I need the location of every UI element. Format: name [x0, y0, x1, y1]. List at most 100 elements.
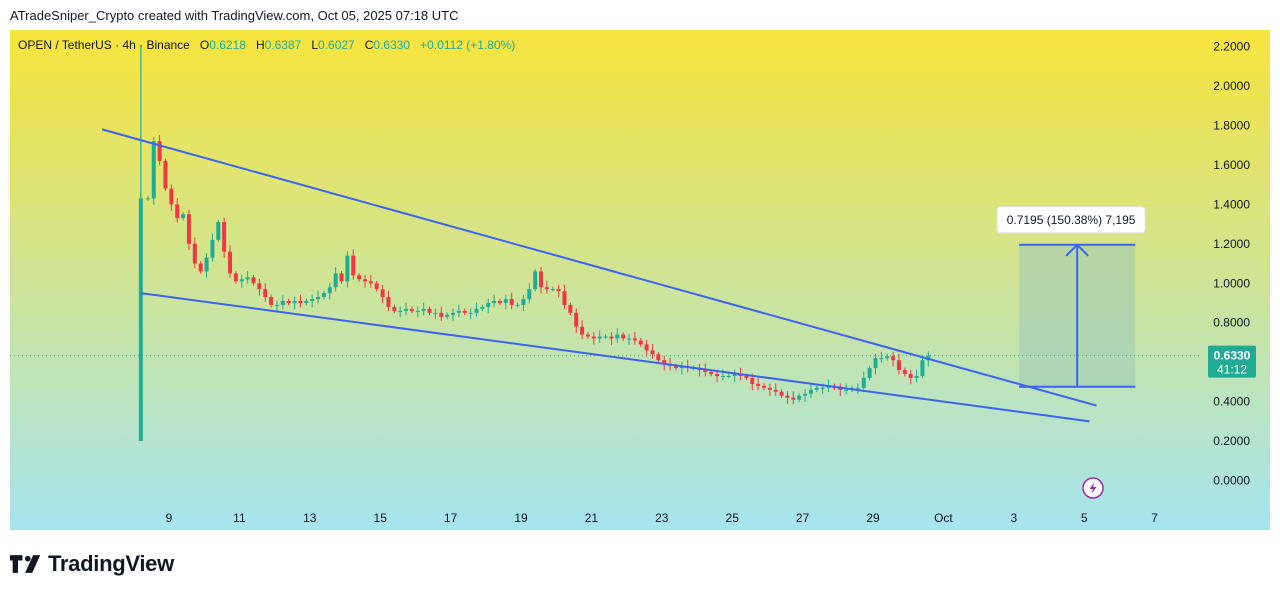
candle-body[interactable] — [157, 141, 162, 161]
candle-body[interactable] — [503, 299, 508, 303]
candle-body[interactable] — [896, 360, 901, 371]
candle-body[interactable] — [480, 306, 485, 309]
candle-body[interactable] — [298, 301, 303, 303]
candle-body[interactable] — [509, 299, 514, 305]
candle-body[interactable] — [556, 289, 561, 292]
candle-body[interactable] — [574, 312, 579, 327]
candle-body[interactable] — [867, 368, 872, 378]
candle-body[interactable] — [451, 312, 456, 315]
candle-body[interactable] — [151, 141, 156, 199]
candle-body[interactable] — [398, 310, 403, 312]
candle-body[interactable] — [456, 310, 461, 313]
candle-body[interactable] — [292, 301, 297, 303]
price-chart[interactable]: 0.7195 (150.38%) 7,195 2.2000 2.0000 1.800… — [10, 30, 1270, 530]
candle-body[interactable] — [767, 387, 772, 390]
candle-body[interactable] — [627, 338, 632, 340]
candle-body[interactable] — [333, 273, 338, 288]
candle-body[interactable] — [568, 304, 573, 313]
candle-body[interactable] — [585, 334, 590, 337]
candle-body[interactable] — [750, 377, 755, 384]
candle-body[interactable] — [597, 336, 602, 339]
candle-body[interactable] — [380, 289, 385, 298]
candle-body[interactable] — [239, 279, 244, 282]
candle-body[interactable] — [228, 251, 233, 274]
candle-body[interactable] — [421, 308, 426, 311]
candle-body[interactable] — [820, 387, 825, 389]
candle-body[interactable] — [357, 275, 362, 280]
candle-body[interactable] — [902, 370, 907, 374]
candle-body[interactable] — [321, 293, 326, 298]
candle-body[interactable] — [539, 271, 544, 288]
candle-body[interactable] — [415, 310, 420, 312]
candle-body[interactable] — [192, 243, 197, 264]
candle-body[interactable] — [744, 375, 749, 378]
candle-body[interactable] — [445, 314, 450, 317]
candle-body[interactable] — [533, 271, 538, 290]
candle-body[interactable] — [808, 389, 813, 394]
candle-body[interactable] — [263, 289, 268, 298]
candle-body[interactable] — [474, 308, 479, 313]
candle-body[interactable] — [726, 375, 731, 377]
candle-body[interactable] — [186, 214, 191, 244]
candle-body[interactable] — [404, 308, 409, 311]
candle-body[interactable] — [245, 277, 250, 280]
candle-body[interactable] — [908, 373, 913, 378]
candle-body[interactable] — [861, 377, 866, 388]
candle-body[interactable] — [175, 204, 180, 219]
candle-body[interactable] — [198, 263, 203, 272]
candle-body[interactable] — [762, 385, 767, 388]
candle-body[interactable] — [603, 336, 608, 338]
legend-symbol[interactable]: OPEN / TetherUS · 4h · Binance — [18, 38, 190, 52]
candle-body[interactable] — [644, 344, 649, 351]
candle-body[interactable] — [544, 287, 549, 290]
candle-body[interactable] — [374, 283, 379, 290]
candle-body[interactable] — [362, 279, 367, 282]
lightning-icon[interactable] — [1082, 477, 1104, 499]
candle-body[interactable] — [304, 301, 309, 303]
candle-body[interactable] — [497, 301, 502, 303]
candle-body[interactable] — [181, 214, 186, 219]
candle-body[interactable] — [169, 188, 174, 205]
candle-body[interactable] — [650, 350, 655, 355]
candle-body[interactable] — [855, 387, 860, 389]
candle-body[interactable] — [609, 336, 614, 339]
candle-body[interactable] — [873, 358, 878, 369]
candle-body[interactable] — [310, 299, 315, 302]
candle-body[interactable] — [204, 257, 209, 272]
candle-body[interactable] — [838, 387, 843, 390]
candle-body[interactable] — [885, 356, 890, 359]
candle-body[interactable] — [368, 281, 373, 284]
candle-body[interactable] — [797, 395, 802, 400]
candle-body[interactable] — [580, 326, 585, 335]
candle-body[interactable] — [527, 289, 532, 300]
candle-body[interactable] — [468, 312, 473, 314]
candle-body[interactable] — [914, 375, 919, 378]
candle-body[interactable] — [233, 273, 238, 282]
candle-body[interactable] — [327, 287, 332, 294]
candle-body[interactable] — [703, 370, 708, 373]
candle-body[interactable] — [720, 375, 725, 377]
candle-body[interactable] — [638, 340, 643, 345]
candle-body[interactable] — [345, 255, 350, 282]
candle-body[interactable] — [715, 373, 720, 376]
candle-body[interactable] — [145, 198, 150, 200]
candle-body[interactable] — [486, 302, 491, 307]
candle-body[interactable] — [392, 306, 397, 311]
candle-body[interactable] — [521, 299, 526, 305]
tradingview-logo[interactable]: TradingView — [10, 551, 174, 577]
candle-body[interactable] — [803, 393, 808, 396]
candle-body[interactable] — [286, 301, 291, 303]
candle-body[interactable] — [709, 372, 714, 374]
target-arrow-head[interactable] — [1065, 243, 1089, 257]
candle-body[interactable] — [673, 366, 678, 369]
candle-body[interactable] — [632, 338, 637, 341]
candle-body[interactable] — [216, 222, 221, 240]
candle-body[interactable] — [439, 312, 444, 317]
candle-body[interactable] — [427, 308, 432, 313]
candle-body[interactable] — [316, 297, 321, 300]
candle-body[interactable] — [621, 334, 626, 339]
candle-body[interactable] — [274, 304, 279, 306]
candle-body[interactable] — [785, 395, 790, 398]
candle-body[interactable] — [222, 222, 227, 252]
candle-body[interactable] — [756, 383, 761, 386]
